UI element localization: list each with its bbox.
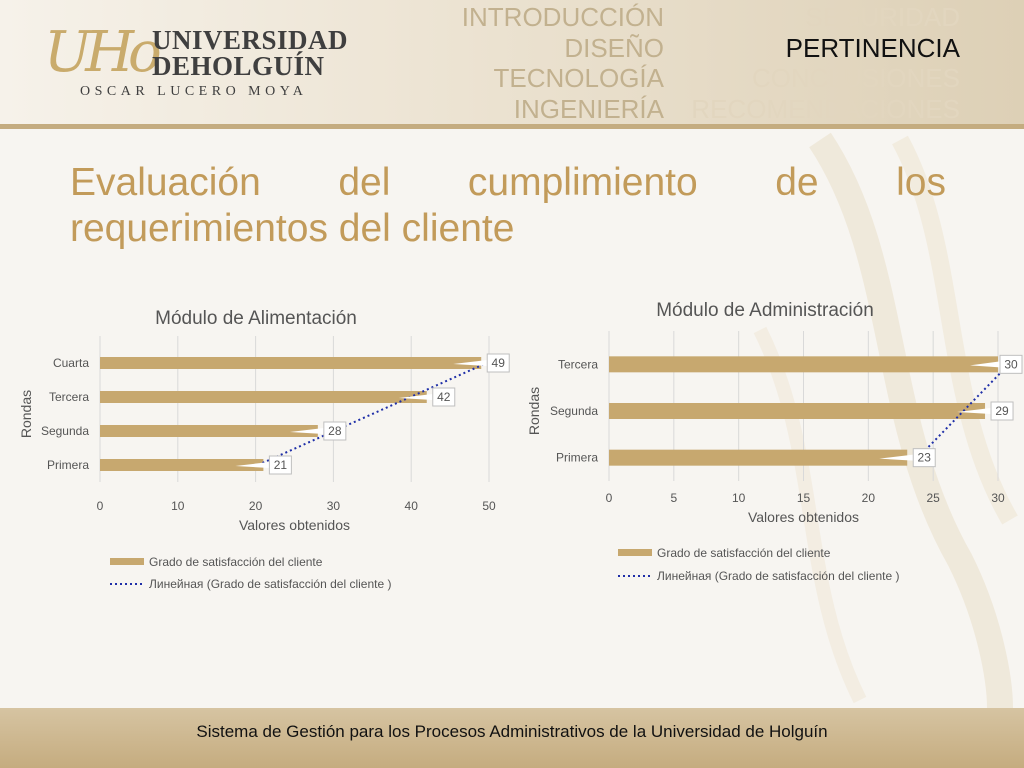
x-axis-label: Valores obtenidos [239, 517, 350, 533]
data-label-pointer [235, 462, 270, 468]
logo-line-2: DEHOLGUÍN [152, 51, 325, 81]
x-tick-label: 50 [482, 499, 496, 513]
nav-right: SEGURIDAD PERTINENCIA CONCLUSIONES RECOM… [691, 2, 960, 124]
bar [609, 356, 998, 373]
data-label: 42 [437, 390, 451, 404]
y-tick-label: Primera [556, 451, 598, 465]
bar [609, 403, 986, 419]
data-label-pointer [398, 394, 433, 400]
x-tick-label: 20 [862, 491, 876, 505]
data-label: 21 [274, 458, 288, 472]
chart-title: Módulo de Administración [656, 300, 874, 321]
nav-item-diseno[interactable]: DISEÑO [564, 32, 664, 63]
nav-left: INTRODUCCIÓN DISEÑO TECNOLOGÍA INGENIERÍ… [462, 2, 664, 124]
chart-alimentacion: Módulo de Alimentación 0 10 20 30 40 50 Valores… [0, 290, 516, 615]
nav-item-conclusiones[interactable]: CONCLUSIONES [751, 63, 960, 93]
x-tick-label: 15 [797, 491, 811, 505]
bar [100, 357, 482, 369]
slide-title: Evaluación del cumplimiento de los reque… [70, 161, 946, 250]
data-label-pointer [970, 361, 1000, 368]
x-tick-label: 10 [171, 499, 185, 513]
chart-administracion-svg: Módulo de Administración 0 5 10 15 20 25 30 Valo… [526, 300, 1023, 583]
data-label-pointer [879, 454, 914, 461]
data-label-pointer [453, 360, 488, 366]
bar [100, 425, 318, 437]
footer-text: Sistema de Gestión para los Procesos Adm… [196, 722, 828, 741]
nav-item-ingenieria[interactable]: INGENIERÍA [513, 93, 664, 124]
y-tick-label: Segunda [41, 424, 89, 438]
header-rule [0, 124, 1024, 129]
y-tick-label: Tercera [558, 357, 598, 371]
logo-subtitle: OSCAR LUCERO MOYA [80, 84, 308, 99]
bar [100, 459, 264, 471]
data-label: 30 [1004, 357, 1018, 371]
logo-mark: UHo [44, 20, 162, 85]
chart-alimentacion-svg: Módulo de Alimentación 0 10 20 30 40 50 Valores… [18, 308, 510, 591]
legend-swatch-bar [110, 558, 144, 565]
logo-line-1: UNIVERSIDAD [152, 25, 349, 55]
x-tick-label: 30 [327, 499, 341, 513]
data-label-box [486, 353, 510, 373]
nav-item-tecnologia[interactable]: TECNOLOGÍA [493, 63, 664, 93]
y-axis-label: Rondas [526, 387, 542, 435]
chart-title: Módulo de Alimentación [155, 308, 357, 329]
data-label: 29 [995, 404, 1009, 418]
y-tick-label: Cuarta [53, 356, 89, 370]
x-tick-label: 0 [97, 499, 104, 513]
data-label-box [432, 387, 456, 407]
x-tick-label: 20 [249, 499, 263, 513]
bar [100, 391, 427, 403]
legend-label-bar: Grado de satisfacción del cliente [149, 555, 323, 569]
data-label-pointer [289, 428, 324, 434]
bar [609, 449, 908, 466]
data-label: 23 [918, 451, 932, 465]
nav-item-seguridad[interactable]: SEGURIDAD [805, 2, 960, 32]
data-label: 28 [328, 424, 342, 438]
y-tick-label: Segunda [550, 404, 598, 418]
data-label-box [990, 401, 1014, 421]
x-tick-label: 5 [670, 491, 677, 505]
x-axis-label: Valores obtenidos [748, 509, 859, 525]
header-band [0, 0, 1024, 126]
trendline [917, 363, 1010, 459]
nav-item-introduccion[interactable]: INTRODUCCIÓN [461, 2, 664, 32]
data-label-box [268, 455, 292, 475]
nav-item-pertinencia[interactable]: PERTINENCIA [785, 32, 960, 63]
x-tick-label: 40 [405, 499, 419, 513]
legend-label-bar: Grado de satisfacción del cliente [657, 546, 831, 560]
university-logo: UHo UNIVERSIDAD DEHOLGUÍN OSCAR LUCERO M… [40, 20, 348, 112]
legend-label-trend: Линейная (Grado de satisfacción del clie… [657, 569, 899, 583]
data-label: 49 [492, 356, 506, 370]
data-label-box [323, 421, 347, 441]
y-tick-label: Primera [47, 458, 89, 472]
chart-administracion: Módulo de Administración 0 5 10 15 20 25 30 Valo… [516, 285, 1024, 610]
x-tick-label: 10 [732, 491, 746, 505]
legend-label-trend: Линейная (Grado de satisfacción del clie… [149, 577, 391, 591]
trendline [257, 362, 488, 466]
x-tick-label: 0 [606, 491, 613, 505]
y-tick-label: Tercera [49, 390, 89, 404]
data-label-pointer [957, 408, 992, 414]
x-tick-label: 25 [926, 491, 940, 505]
footer-band: Sistema de Gestión para los Procesos Adm… [0, 708, 1024, 768]
x-tick-label: 30 [991, 491, 1005, 505]
data-label-box [999, 354, 1023, 374]
nav-item-recomendaciones[interactable]: RECOMENDACIONES [691, 93, 960, 124]
legend-swatch-bar [618, 549, 652, 556]
data-label-box [912, 448, 936, 468]
y-axis-label: Rondas [18, 390, 34, 438]
